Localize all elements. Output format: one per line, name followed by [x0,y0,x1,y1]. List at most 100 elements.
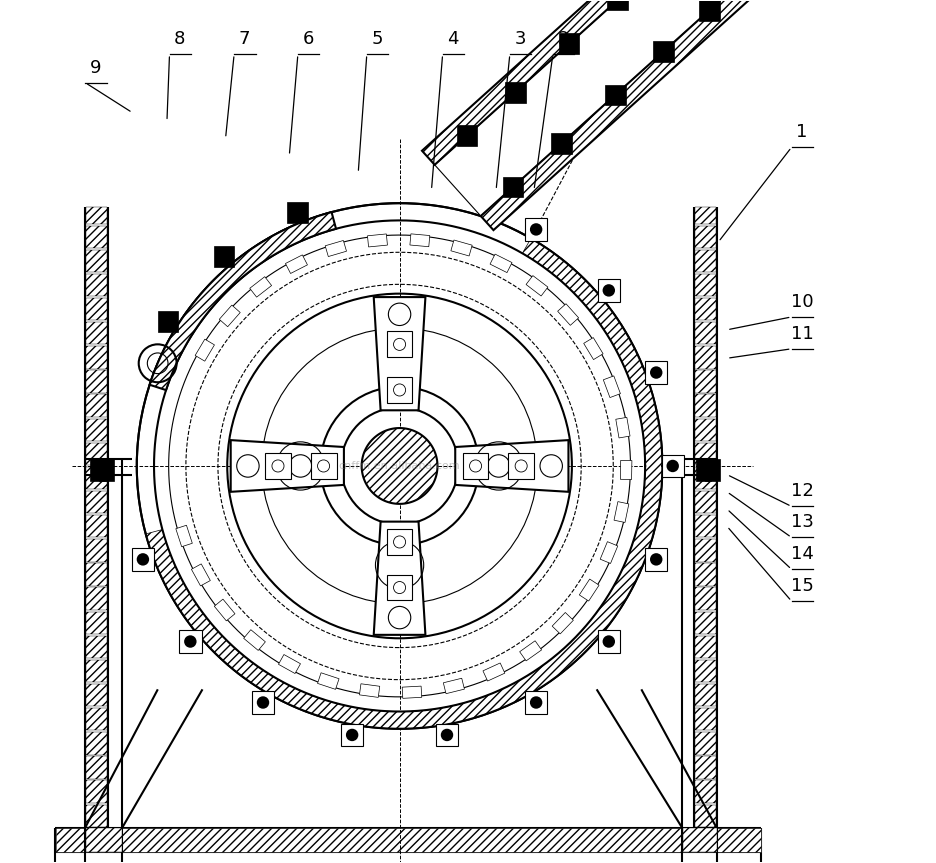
Bar [695,459,710,482]
Polygon shape [482,663,505,681]
Polygon shape [214,599,235,620]
Bar [682,828,716,852]
Bar [435,724,458,746]
Bar [86,467,108,489]
Polygon shape [150,212,336,390]
Bar [597,630,620,652]
Circle shape [271,460,284,472]
Bar [695,443,715,465]
Circle shape [138,554,148,564]
Bar [86,732,108,754]
Bar [213,247,234,267]
Text: 5: 5 [371,30,383,48]
Polygon shape [367,234,387,247]
Bar [86,636,108,658]
Bar [695,708,715,730]
Polygon shape [450,240,472,256]
Bar [695,467,715,489]
Bar [86,684,108,706]
Bar [99,459,114,482]
Text: 3: 3 [514,30,525,48]
Bar [558,34,578,54]
Bar [695,539,715,562]
Bar [507,453,534,479]
Bar [265,453,290,479]
Bar [86,660,108,683]
Bar [90,459,106,482]
Bar [644,362,666,384]
Bar [695,588,715,610]
Bar [86,249,108,272]
Polygon shape [615,418,629,438]
Bar [695,491,715,513]
Polygon shape [600,542,617,564]
Polygon shape [578,579,598,601]
Bar [86,225,108,248]
Circle shape [393,582,405,594]
Circle shape [185,636,196,646]
Bar [86,491,108,513]
Bar [252,691,274,714]
Bar [695,515,715,538]
Polygon shape [219,306,240,327]
Polygon shape [230,440,344,492]
Bar [695,394,715,417]
Bar [387,575,412,601]
Circle shape [603,636,613,646]
Bar [644,548,666,570]
Circle shape [469,460,481,472]
Text: 10: 10 [790,293,812,311]
Polygon shape [150,212,336,390]
Circle shape [393,338,405,350]
Circle shape [531,697,541,708]
Bar [695,370,715,393]
Circle shape [651,554,661,564]
Text: cnffm.en.alibaba.com: cnffm.en.alibaba.com [339,461,460,471]
Polygon shape [146,238,662,728]
Polygon shape [557,304,578,325]
Polygon shape [525,275,548,296]
Bar [341,724,363,746]
Circle shape [603,286,613,295]
Bar [86,804,108,827]
Polygon shape [373,297,425,410]
Polygon shape [421,0,703,165]
Bar [86,298,108,320]
Bar [56,828,760,852]
Text: 6: 6 [302,30,314,48]
Bar [695,732,715,754]
Text: 14: 14 [790,545,812,564]
Bar [695,322,715,344]
Bar [387,331,412,357]
Circle shape [531,224,541,235]
Bar [86,419,108,441]
Polygon shape [359,683,379,697]
Bar [86,515,108,538]
Polygon shape [361,428,437,504]
Bar [86,346,108,369]
Polygon shape [583,337,603,360]
Polygon shape [409,234,430,247]
Bar [132,548,154,570]
Bar [695,207,715,224]
Bar [524,691,547,714]
Bar [695,249,715,272]
Polygon shape [620,460,631,480]
Bar [86,780,108,803]
Text: 11: 11 [790,324,812,343]
Circle shape [393,536,405,548]
Bar [695,684,715,706]
Polygon shape [613,501,628,522]
Circle shape [317,460,329,472]
Bar [503,177,523,198]
Bar [695,346,715,369]
Bar [704,459,720,482]
Text: 13: 13 [790,513,812,532]
Circle shape [137,203,662,728]
Bar [661,455,683,477]
Bar [86,394,108,417]
Bar [86,828,122,852]
Bar [86,370,108,393]
Text: 2: 2 [557,30,568,48]
Bar [652,41,673,62]
